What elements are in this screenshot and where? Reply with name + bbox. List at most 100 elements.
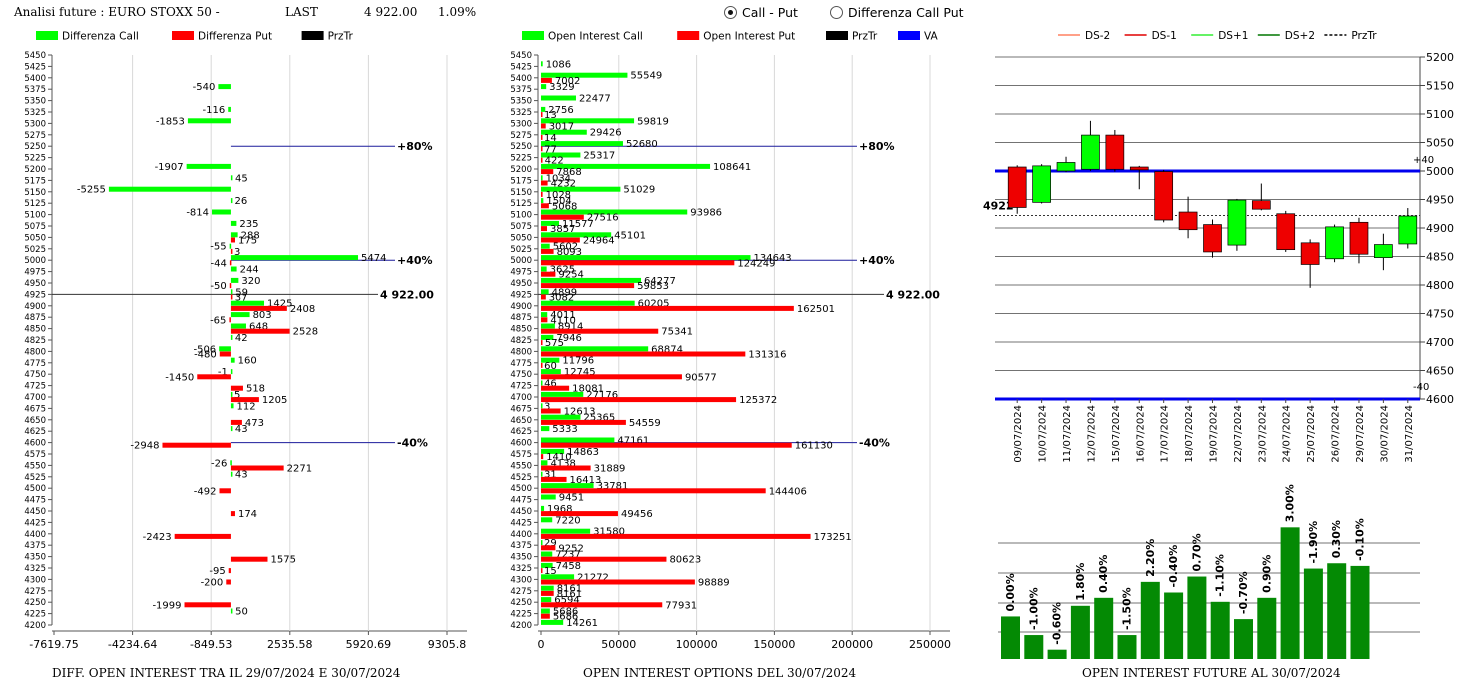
oi-marker-label: +40% [859,254,895,267]
oi-y-tick-label: 5275 [510,131,532,141]
oi-call-label: 27176 [586,390,618,401]
diff-call-bar [108,186,231,192]
diff-y-tick-label: 4550 [24,461,46,471]
diff-put-label: -65 [210,315,226,326]
diff-call-label: -1907 [155,162,184,173]
oi-put-bar [541,362,543,368]
diff-put-label: 2528 [293,327,318,338]
candle-body [1056,162,1076,172]
oi-put-bar [541,397,737,403]
oi-put-label: 173251 [814,532,852,543]
oi-y-tick-label: 4375 [510,541,532,551]
diff-call-label: -1 [218,367,228,378]
diff-call-label: 112 [237,401,256,412]
oi-y-tick-label: 5300 [510,119,532,129]
oi-call-label: 8161 [557,584,582,595]
diff-y-tick-label: 4575 [24,450,46,460]
vbar-label: -0.60% [1051,602,1064,645]
oi-put-bar [541,590,554,596]
diff-call-bar [230,369,233,375]
oi-call-bar [541,619,564,625]
vbar-bar [1094,597,1114,659]
oi-y-tick-label: 4825 [510,336,532,346]
diff-call-bar [228,106,231,112]
oi-y-tick-label: 5075 [510,222,532,232]
vbar-label: 0.30% [1330,520,1343,558]
oi-call-label: 31 [544,470,557,481]
diff-call-bar [230,334,233,340]
radio-call-put-button[interactable] [724,6,737,19]
diff-y-tick-label: 4400 [24,530,46,540]
oi-call-label: 2756 [548,105,573,116]
change-percent: 1.09% [438,5,477,19]
diff-put-bar [219,351,231,357]
oi-put-label: 124249 [737,258,775,269]
radio-diff-button[interactable] [830,6,843,19]
diff-call-label: -814 [186,208,209,219]
oi-put-label: 7002 [555,76,580,87]
oi-call-label: 108641 [713,162,751,173]
diff-call-bar [230,471,233,477]
oi-x-tick-label: 250000 [909,638,951,651]
oi-put-label: 131316 [748,350,786,361]
radio-diff-call-put[interactable]: Differenza Call Put [830,5,964,20]
diff-y-tick-label: 5000 [24,256,46,266]
footer-diff-oi: DIFF. OPEN INTEREST TRA IL 29/07/2024 E … [52,666,401,680]
radio-call-put[interactable]: Call - Put [724,5,798,20]
oi-call-label: 3625 [550,265,575,276]
oi-y-tick-label: 4525 [510,473,532,483]
diff-call-label: 648 [249,322,268,333]
oi-call-bar [541,255,751,261]
oi-put-bar [541,545,556,551]
oi-put-label: 77 [544,144,557,155]
candle-y-tick-label: 5100 [1426,108,1454,121]
vbar-label: 0.00% [1004,573,1017,611]
diff-call-label: 244 [240,265,259,276]
candle-y-tick-label: 4750 [1426,308,1454,321]
oi-call-bar [541,460,548,466]
oi-y-tick-label: 5125 [510,199,532,209]
oi-call-bar [541,608,550,614]
candle-body [1178,211,1198,231]
candle-body [1398,215,1418,245]
oi-call-label: 46 [544,379,557,390]
legend-swatch-2 [826,31,848,40]
oi-put-label: 161130 [795,441,833,452]
oi-call-label: 29 [544,538,557,549]
oi-call-bar [541,483,594,489]
oi-y-tick-label: 5400 [510,74,532,84]
oi-y-tick-label: 4300 [510,575,532,585]
candle-date-label: 26/07/2024 [1331,405,1342,463]
candle-body [1203,224,1222,253]
oi-y-tick-label: 4550 [510,461,532,471]
candle-body [1081,134,1100,170]
candle-body [1105,134,1125,170]
vbar-label: -0.10% [1354,518,1367,561]
oi-put-bar [541,476,567,482]
oi-y-tick-label: 4925 [510,290,532,300]
diff-marker-label: +80% [397,140,433,153]
diff-put-label: -200 [201,578,224,589]
diff-y-tick-label: 5450 [24,51,46,61]
diff-call-label: 1425 [267,299,292,310]
diff-x-tick-label: 5920.69 [346,638,392,651]
vbar-label: -0.70% [1237,571,1250,614]
oi-y-tick-label: 5175 [510,176,532,186]
diff-y-tick-label: 4775 [24,359,46,369]
candle-legend-label-0: DS-2 [1085,30,1110,42]
candle-date-label: 10/07/2024 [1038,405,1049,463]
vbar-label: -1.90% [1307,521,1320,564]
diff-call-bar [230,460,232,466]
oi-put-label: 7868 [556,167,581,178]
candle-legend-label-1: DS-1 [1152,30,1177,42]
oi-put-bar [541,134,543,140]
candle-y-tick-label: 4600 [1426,393,1454,406]
diff-put-label: -1450 [165,372,194,383]
diff-put-label: -2423 [143,532,172,543]
oi-call-label: 5686 [553,607,578,618]
diff-call-bar [219,346,231,352]
candle-date-label: 30/07/2024 [1379,405,1390,463]
candle-y-tick-label: 4650 [1426,365,1454,378]
oi-call-bar [541,448,565,454]
